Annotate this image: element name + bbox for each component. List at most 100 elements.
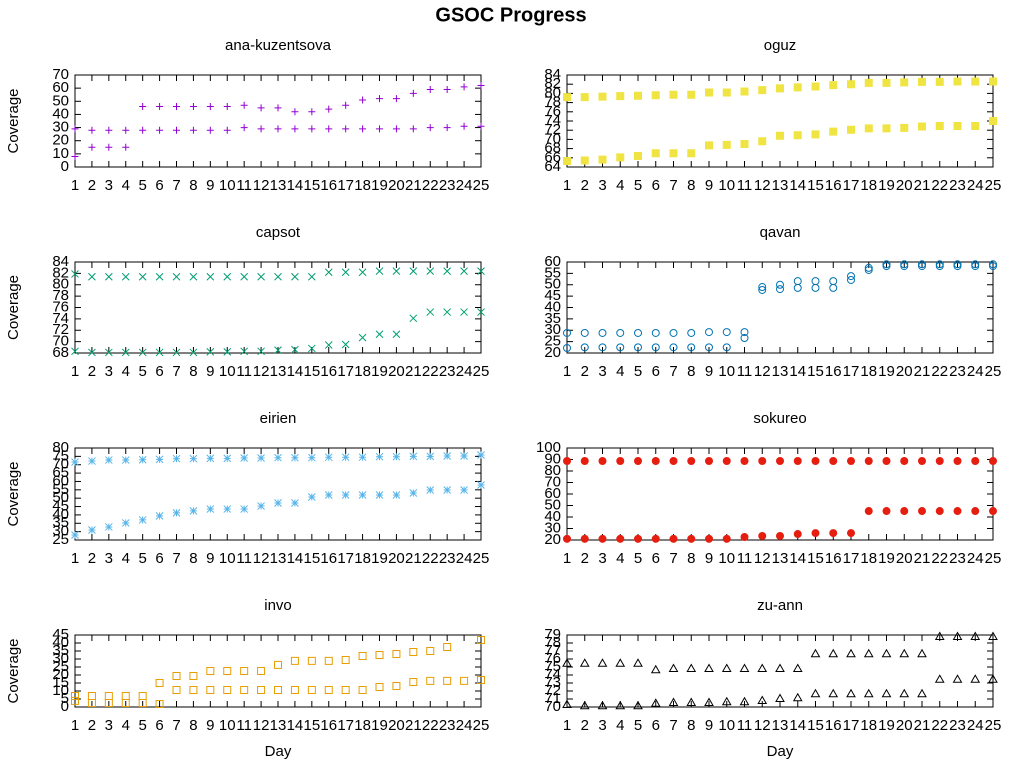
- data-point: [223, 505, 232, 513]
- x-tick-label: 17: [337, 717, 354, 734]
- data-point: [705, 534, 714, 543]
- y-tick-label: 100: [536, 439, 561, 456]
- y-tick-label: 70: [544, 698, 561, 715]
- data-point: [989, 457, 998, 465]
- y-tick-label: 90: [544, 450, 561, 467]
- y-tick-label: 72: [544, 121, 561, 138]
- data-point: [325, 105, 333, 113]
- data-point: [155, 455, 164, 464]
- data-point: [139, 126, 147, 134]
- y-axis-label: Coverage: [5, 88, 22, 153]
- data-point: [121, 519, 130, 527]
- data-point: [863, 688, 874, 698]
- x-tick-label: 11: [737, 363, 753, 380]
- x-tick-label: 19: [878, 717, 895, 734]
- x-tick-label: 19: [371, 363, 388, 380]
- data-point: [616, 153, 625, 162]
- data-point: [477, 122, 485, 130]
- data-point: [257, 502, 265, 510]
- data-point: [953, 77, 962, 86]
- subplot-title: sokureo: [753, 410, 806, 427]
- data-point: [460, 308, 468, 316]
- y-tick-label: 40: [52, 634, 69, 651]
- x-tick-label: 16: [320, 550, 337, 567]
- data-point: [291, 453, 299, 462]
- x-tick-label: 18: [860, 363, 877, 380]
- data-point: [88, 348, 96, 357]
- x-tick-label: 4: [122, 177, 130, 194]
- data-point: [477, 267, 485, 275]
- x-tick-label: 2: [581, 177, 589, 194]
- data-point: [739, 663, 750, 672]
- x-tick-label: 20: [896, 177, 913, 194]
- data-point: [274, 660, 282, 669]
- data-point: [829, 283, 838, 292]
- y-tick-label: 20: [544, 344, 561, 361]
- data-point: [704, 697, 714, 706]
- x-tick-label: 2: [88, 717, 96, 734]
- data-point: [426, 267, 435, 275]
- subplot-title: invo: [264, 597, 292, 614]
- y-tick-label: 20: [52, 132, 69, 149]
- data-point: [206, 272, 215, 281]
- x-axis-label: Day: [265, 743, 292, 760]
- x-tick-label: 10: [219, 550, 236, 567]
- data-point: [900, 123, 909, 132]
- x-tick-label: 2: [88, 177, 96, 194]
- x-tick-label: 6: [652, 550, 660, 567]
- data-point: [290, 656, 299, 665]
- subplot-title: capsot: [256, 224, 301, 241]
- data-point: [392, 125, 400, 133]
- x-tick-label: 9: [705, 717, 713, 734]
- plot-frame: [74, 447, 482, 541]
- data-point: [650, 664, 661, 674]
- data-point: [71, 125, 79, 133]
- data-point: [358, 491, 367, 499]
- data-point: [669, 343, 678, 352]
- data-point: [156, 126, 164, 134]
- data-point: [426, 647, 435, 655]
- x-tick-label: 21: [914, 177, 931, 194]
- data-point: [460, 676, 469, 685]
- data-point: [358, 333, 367, 342]
- data-point: [687, 343, 696, 352]
- data-point: [757, 663, 768, 672]
- data-point: [88, 272, 96, 281]
- data-point: [616, 92, 625, 101]
- data-point: [426, 676, 435, 685]
- data-point: [563, 344, 572, 352]
- data-point: [793, 530, 802, 539]
- data-point: [864, 507, 873, 516]
- data-point: [793, 457, 802, 465]
- x-tick-label: 11: [236, 717, 252, 734]
- data-point: [138, 272, 147, 281]
- x-tick-label: 16: [320, 363, 337, 380]
- data-point: [376, 125, 383, 133]
- data-point: [307, 656, 316, 665]
- data-point: [358, 453, 367, 462]
- data-point: [687, 534, 696, 543]
- data-point: [443, 124, 451, 132]
- x-tick-label: 16: [320, 177, 337, 194]
- data-point: [669, 149, 678, 158]
- data-point: [811, 529, 820, 538]
- y-tick-label: 84: [544, 66, 561, 83]
- data-point: [580, 457, 589, 465]
- data-point: [308, 125, 316, 133]
- data-point: [341, 453, 350, 462]
- data-point: [934, 631, 945, 640]
- data-point: [409, 267, 418, 275]
- x-tick-label: 2: [88, 363, 96, 380]
- data-point: [669, 90, 678, 99]
- y-tick-label: 82: [52, 264, 69, 281]
- data-point: [758, 531, 767, 540]
- data-point: [952, 674, 963, 683]
- data-point: [223, 126, 231, 134]
- y-tick-label: 30: [544, 321, 561, 338]
- x-tick-label: 21: [914, 550, 931, 567]
- y-tick-label: 60: [52, 79, 69, 96]
- y-tick-label: 70: [52, 456, 69, 473]
- data-point: [775, 693, 785, 702]
- data-point: [460, 83, 468, 91]
- plot-frame: [566, 261, 994, 354]
